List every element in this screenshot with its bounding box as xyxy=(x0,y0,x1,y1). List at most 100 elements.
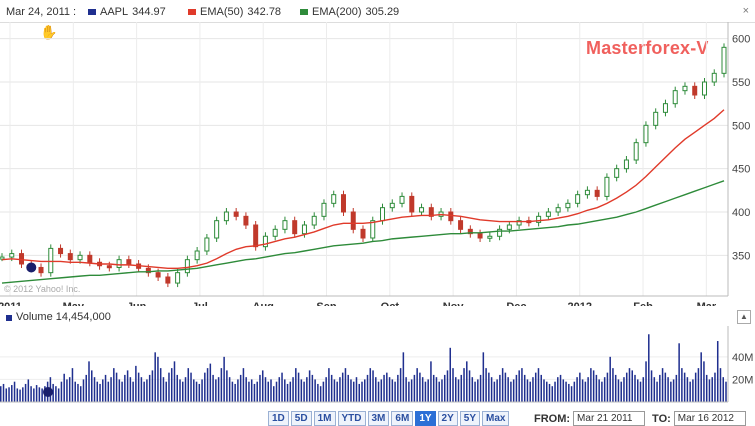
volume-bar xyxy=(212,374,214,402)
volume-bar xyxy=(11,385,13,402)
volume-bar xyxy=(405,377,407,402)
price-candle xyxy=(477,233,483,239)
volume-bar xyxy=(195,381,198,402)
volume-bar xyxy=(391,379,394,402)
volume-bar xyxy=(311,374,314,402)
volume-bar xyxy=(488,372,490,402)
volume-bar xyxy=(88,361,90,402)
volume-bar xyxy=(562,379,565,402)
price-candle xyxy=(370,220,376,239)
volume-bar xyxy=(650,370,653,402)
volume-bar xyxy=(273,386,275,402)
price-candle xyxy=(0,256,5,260)
volume-bar xyxy=(148,374,151,402)
volume-bar xyxy=(333,379,336,402)
range-button-max[interactable]: Max xyxy=(482,411,510,426)
volume-bar xyxy=(537,368,540,402)
price-candle xyxy=(116,259,122,268)
range-button-5y[interactable]: 5Y xyxy=(459,411,481,426)
volume-bar xyxy=(714,372,716,402)
volume-bar xyxy=(590,368,592,402)
volume-bar xyxy=(408,381,410,402)
range-button-5d[interactable]: 5D xyxy=(290,411,312,426)
price-candle xyxy=(594,189,600,197)
volume-bar xyxy=(330,374,333,402)
volume-bar xyxy=(430,361,432,402)
volume-bar xyxy=(104,374,107,402)
volume-bar xyxy=(719,368,722,402)
volume-bar xyxy=(261,370,264,402)
price-candle xyxy=(682,85,688,92)
volume-bar xyxy=(661,368,664,402)
volume-bar xyxy=(256,381,258,402)
price-candle xyxy=(292,220,298,235)
month-label: 2011 xyxy=(0,301,22,306)
price-candle xyxy=(380,207,386,222)
volume-bar xyxy=(154,352,156,402)
volume-bar xyxy=(427,379,429,402)
price-chart[interactable]: 600 550 500 450 400 350 2011 May Jun Jul Aug Sep Oct… xyxy=(0,22,755,306)
volume-bar xyxy=(284,379,286,402)
from-date-input[interactable]: Mar 21 2011 xyxy=(573,411,646,426)
volume-bar xyxy=(0,386,2,402)
volume-bar xyxy=(143,381,145,402)
volume-bar xyxy=(173,361,176,402)
volume-bar xyxy=(55,386,57,402)
to-date-input[interactable]: Mar 16 2012 xyxy=(673,411,746,426)
volume-bar xyxy=(670,381,672,402)
volume-bar xyxy=(683,372,686,402)
month-label: May xyxy=(63,301,85,306)
volume-bar xyxy=(526,379,529,402)
price-candle xyxy=(360,228,366,239)
price-candle xyxy=(340,194,346,213)
volume-bar xyxy=(33,388,35,402)
volume-header: Volume 14,454,000 ▲ xyxy=(0,310,755,326)
range-button-1y[interactable]: 1Y xyxy=(415,411,436,426)
price-candle xyxy=(399,195,405,204)
volume-bar xyxy=(248,381,250,402)
range-button-ytd[interactable]: YTD xyxy=(337,411,366,426)
volume-bar xyxy=(606,372,609,402)
price-candle xyxy=(58,247,64,255)
volume-bar xyxy=(656,381,658,402)
month-label: Aug xyxy=(253,301,274,306)
volume-bar xyxy=(24,383,27,402)
price-candle xyxy=(614,168,620,178)
range-button-2y[interactable]: 2Y xyxy=(437,411,458,426)
volume-bar xyxy=(124,374,126,402)
range-button-1m[interactable]: 1M xyxy=(313,411,336,426)
date-range: FROM: Mar 21 2011 TO: Mar 16 2012 xyxy=(534,411,746,426)
volume-bar xyxy=(581,379,584,402)
volume-bar xyxy=(118,379,121,402)
price-candle xyxy=(214,220,220,239)
volume-bar xyxy=(399,368,402,402)
volume-chart[interactable]: 40M 20M xyxy=(0,326,755,408)
volume-bar xyxy=(631,370,634,402)
volume-bar xyxy=(534,372,537,402)
price-tick-label: 500 xyxy=(732,120,750,132)
hand-cursor-icon: ✋ xyxy=(40,24,58,40)
close-icon[interactable]: × xyxy=(742,5,749,17)
volume-bar xyxy=(598,379,600,402)
month-label: 2012 xyxy=(567,301,591,306)
price-candle xyxy=(653,111,659,126)
volume-bar xyxy=(521,368,523,402)
price-candle xyxy=(672,90,678,105)
volume-bar xyxy=(377,381,380,402)
volume-bar xyxy=(5,388,8,402)
volume-bar xyxy=(223,356,225,402)
volume-bar xyxy=(16,388,19,402)
volume-bar xyxy=(686,377,689,402)
legend-date: Mar 24, 2011 : xyxy=(6,6,77,18)
copyright-text: © 2012 Yahoo! Inc. xyxy=(4,284,80,294)
range-button-1d[interactable]: 1D xyxy=(268,411,289,426)
volume-bar xyxy=(496,379,498,402)
volume-bar xyxy=(565,381,567,402)
range-button-3m[interactable]: 3M xyxy=(367,411,390,426)
range-button-6m[interactable]: 6M xyxy=(391,411,414,426)
volume-bar xyxy=(490,377,493,402)
volume-toggle-button[interactable]: ▲ xyxy=(737,310,751,324)
volume-bar xyxy=(648,334,650,402)
volume-bar xyxy=(27,379,30,402)
price-candle xyxy=(262,235,268,248)
